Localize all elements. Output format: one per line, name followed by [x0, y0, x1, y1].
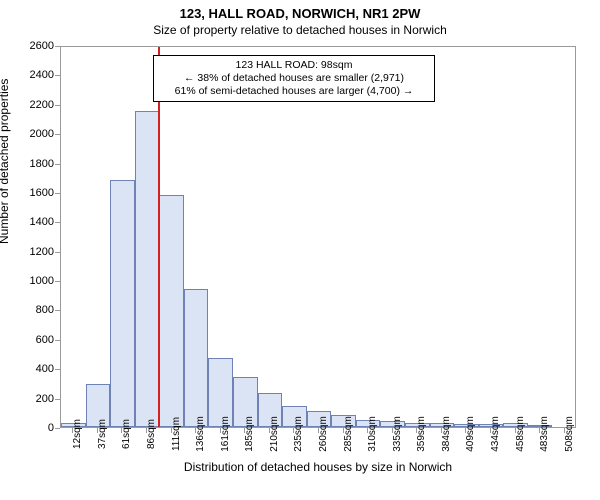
y-tick-label: 200 [36, 393, 54, 405]
y-tick-label: 1800 [30, 158, 54, 170]
y-tick-label: 2400 [30, 69, 54, 81]
histogram-bar [159, 195, 184, 427]
x-tick-label: 409sqm [465, 416, 476, 452]
histogram-bar [184, 289, 209, 427]
histogram-bar [135, 111, 160, 427]
x-tick-label: 86sqm [146, 419, 157, 449]
y-tick-label: 1600 [30, 187, 54, 199]
histogram-bar [110, 180, 135, 427]
x-tick-label: 111sqm [171, 417, 182, 451]
y-tick-label: 0 [48, 422, 54, 434]
x-tick-label: 434sqm [490, 416, 501, 452]
x-tick-label: 235sqm [293, 416, 304, 452]
x-tick-label: 335sqm [392, 416, 403, 452]
y-tick-label: 2000 [30, 128, 54, 140]
x-tick-label: 161sqm [220, 416, 231, 452]
annotation-line-1: 123 HALL ROAD: 98sqm [162, 59, 426, 72]
y-axis: 0200400600800100012001400160018002000220… [0, 46, 60, 428]
x-tick-label: 260sqm [318, 416, 329, 452]
x-tick-label: 384sqm [441, 416, 452, 452]
y-tick-label: 2200 [30, 99, 54, 111]
y-tick-label: 2600 [30, 40, 54, 52]
annotation-line-2: ← 38% of detached houses are smaller (2,… [162, 72, 426, 85]
annotation-line-3: 61% of semi-detached houses are larger (… [162, 85, 426, 98]
chart-subtitle: Size of property relative to detached ho… [0, 21, 600, 37]
x-tick-label: 61sqm [121, 419, 132, 449]
x-tick-label: 185sqm [244, 416, 255, 452]
plot-area: 123 HALL ROAD: 98sqm ← 38% of detached h… [60, 46, 576, 428]
y-tick-label: 1000 [30, 275, 54, 287]
x-tick-label: 136sqm [195, 416, 206, 452]
reference-line [158, 47, 160, 427]
x-axis: Distribution of detached houses by size … [60, 428, 576, 478]
x-tick-label: 210sqm [269, 416, 280, 452]
x-tick-label: 458sqm [515, 416, 526, 452]
y-tick-label: 400 [36, 363, 54, 375]
x-tick-label: 310sqm [367, 416, 378, 452]
x-tick-label: 483sqm [539, 416, 550, 452]
x-tick-label: 285sqm [343, 416, 354, 452]
y-tick-label: 1200 [30, 246, 54, 258]
x-tick-label: 37sqm [97, 419, 108, 449]
x-tick-label: 359sqm [416, 416, 427, 452]
bars-layer [61, 47, 575, 427]
annotation-box: 123 HALL ROAD: 98sqm ← 38% of detached h… [153, 55, 435, 102]
chart-title: 123, HALL ROAD, NORWICH, NR1 2PW [0, 0, 600, 21]
y-tick-label: 1400 [30, 216, 54, 228]
x-axis-label: Distribution of detached houses by size … [60, 460, 576, 474]
x-tick-label: 508sqm [564, 416, 575, 452]
y-tick-label: 600 [36, 334, 54, 346]
y-tick-label: 800 [36, 304, 54, 316]
x-tick-label: 12sqm [72, 419, 83, 449]
